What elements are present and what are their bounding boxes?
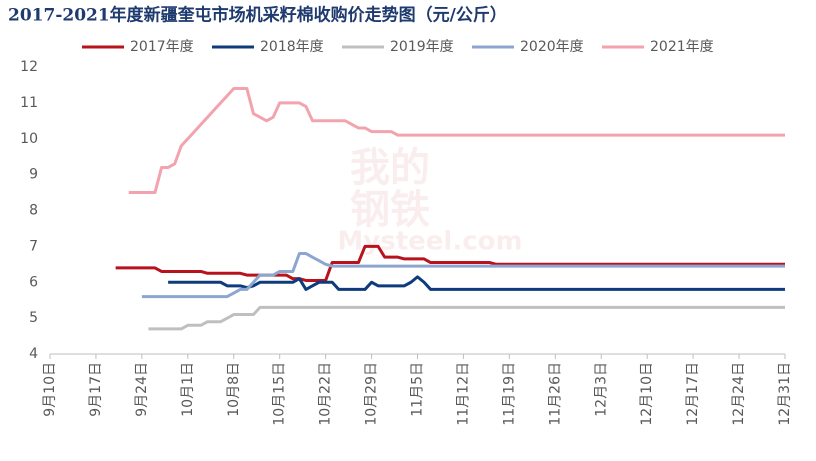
y-tick-label: 4 xyxy=(29,346,38,362)
series-line xyxy=(115,244,785,282)
watermark: 钢铁 xyxy=(350,187,430,233)
x-tick-label: 12月3日 xyxy=(593,362,609,417)
y-tick-label: 5 xyxy=(29,310,38,326)
series-line xyxy=(148,305,785,331)
series-line xyxy=(168,275,785,291)
x-tick-label: 10月22日 xyxy=(318,362,334,426)
y-tick-label: 12 xyxy=(20,59,38,75)
watermark: 我的 xyxy=(350,145,430,191)
y-tick-label: 6 xyxy=(29,274,38,290)
x-tick-label: 9月24日 xyxy=(134,362,150,417)
x-tick-label: 9月17日 xyxy=(88,362,104,417)
legend-label: 2021年度 xyxy=(650,39,714,55)
x-tick-label: 10月15日 xyxy=(272,362,288,426)
y-tick-label: 9 xyxy=(29,167,38,183)
y-tick-label: 8 xyxy=(29,203,38,219)
legend-label: 2020年度 xyxy=(520,39,584,55)
x-tick-label: 12月17日 xyxy=(685,362,701,426)
y-tick-label: 7 xyxy=(29,238,38,254)
x-tick-label: 11月19日 xyxy=(501,362,517,426)
x-tick-label: 11月5日 xyxy=(410,362,426,417)
x-tick-label: 9月10日 xyxy=(42,362,58,417)
legend-label: 2019年度 xyxy=(390,39,454,55)
legend-label: 2018年度 xyxy=(260,39,324,55)
x-tick-label: 10月8日 xyxy=(226,362,242,417)
x-tick-label: 12月24日 xyxy=(731,362,747,426)
legend-label: 2017年度 xyxy=(130,39,194,55)
x-tick-label: 11月26日 xyxy=(547,362,563,426)
x-tick-label: 10月1日 xyxy=(180,362,196,417)
x-tick-label: 10月29日 xyxy=(364,362,380,426)
series-line xyxy=(141,252,785,299)
watermark: Mysteel.com xyxy=(337,227,522,257)
chart-title: 2017-2021年度新疆奎屯市场机采籽棉收购价走势图（元/公斤） xyxy=(8,5,507,26)
series-line xyxy=(128,87,785,195)
x-tick-label: 11月12日 xyxy=(455,362,471,426)
x-tick-label: 12月10日 xyxy=(639,362,655,426)
x-tick-label: 12月31日 xyxy=(777,362,793,426)
y-tick-label: 10 xyxy=(20,131,38,147)
y-tick-label: 11 xyxy=(20,95,38,111)
